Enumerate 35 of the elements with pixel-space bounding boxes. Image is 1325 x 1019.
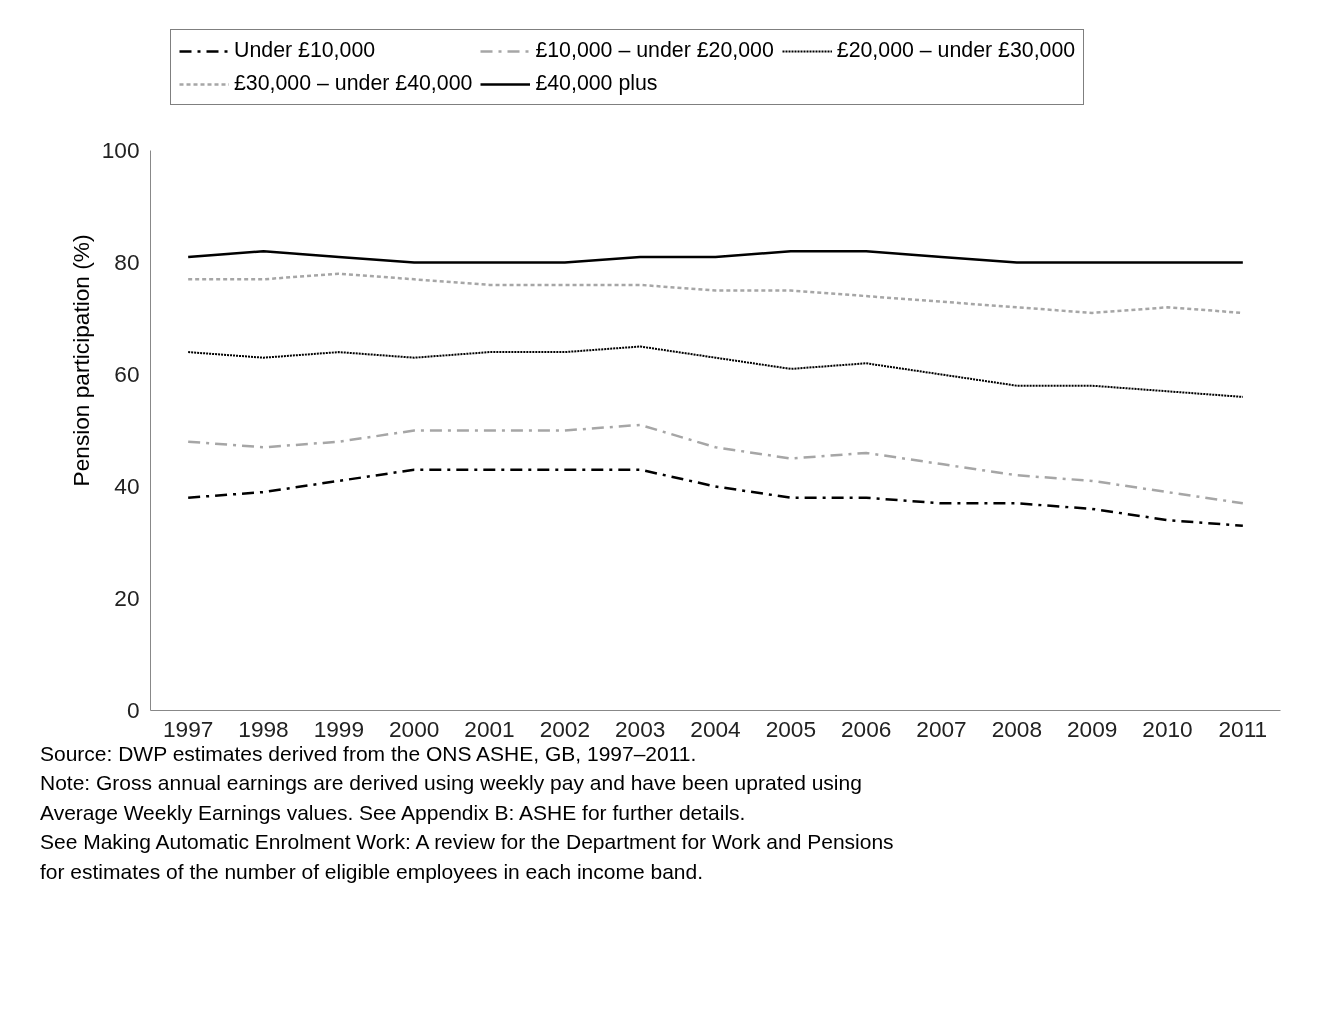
x-tick-label: 2003 (614, 715, 666, 742)
line-series (186, 468, 1245, 527)
x-tick-label: 2000 (388, 715, 440, 742)
y-tick-label: 80 (114, 249, 140, 275)
legend-label: £20,000 – under £30,000 (836, 38, 1076, 63)
line-series (186, 423, 1245, 505)
text: Average Weekly Earnings values. See Appendix B: ASHE for further details. (40, 800, 746, 824)
x-tick-label: 1998 (238, 715, 289, 742)
y-tick-label: 40 (114, 473, 140, 499)
x-tick-label: 2008 (991, 715, 1043, 742)
x-tick-label: 2011 (1218, 715, 1268, 742)
y-tick-label: 100 (101, 137, 140, 163)
x-tick-label: 2006 (840, 715, 892, 742)
text: for estimates of the number of eligible employees in each income band. (40, 859, 704, 883)
legend-label: £10,000 – under £20,000 (535, 38, 774, 63)
text: See Making Automatic Enrolment Work: A review for the Department for Work and Pensions (40, 830, 894, 854)
x-tick-label: 1997 (162, 715, 214, 742)
x-tick-label: 2010 (1142, 715, 1193, 742)
x-tick-label: 1999 (313, 715, 365, 742)
legend-label: Under £10,000 (234, 38, 376, 63)
y-tick-label: 20 (114, 585, 140, 611)
line-series (187, 345, 1244, 398)
y-tick-label: 0 (126, 697, 140, 723)
x-tick-label: 2005 (765, 715, 817, 742)
legend-label: £40,000 plus (535, 71, 658, 96)
source-note: Source: DWP estimates derived from the ONS ASHE, GB, 1997–2011. (40, 742, 697, 765)
legend-label: £30,000 – under £40,000 (234, 71, 473, 96)
x-tick-label: 2007 (916, 715, 967, 742)
x-tick-label: 2002 (539, 715, 591, 742)
y-axis-title: Pension participation (%) (67, 234, 94, 487)
text: Note: Gross annual earnings are derived using weekly pay and have been uprated using (40, 771, 862, 795)
x-tick-label: 2004 (690, 715, 741, 742)
x-tick-label: 2001 (464, 715, 515, 742)
y-tick-label: 60 (114, 361, 140, 387)
x-tick-label: 2009 (1066, 715, 1118, 742)
